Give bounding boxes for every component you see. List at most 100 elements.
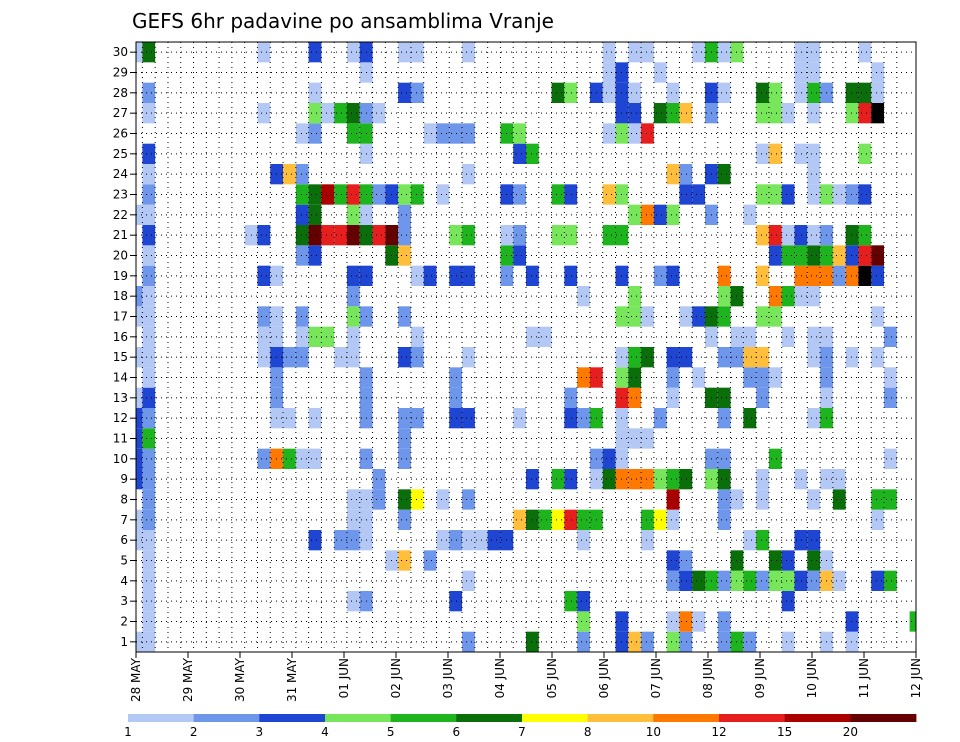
heatmap-cell (308, 225, 322, 246)
colorbar-segment (850, 714, 917, 722)
heatmap-cell (136, 631, 143, 652)
heatmap-cell (845, 631, 859, 652)
heatmap-cell (794, 286, 808, 307)
heatmap-cell (679, 611, 693, 632)
x-tick-label: 31 MAY (285, 657, 299, 702)
heatmap-cell (136, 448, 143, 469)
heatmap-cell (884, 326, 897, 347)
heatmap-cell (136, 347, 143, 368)
heatmap-cell (717, 489, 731, 510)
heatmap-cell (807, 82, 821, 103)
colorbar-segment (325, 714, 392, 722)
heatmap-cell (679, 306, 693, 327)
heatmap-cell (136, 286, 143, 307)
heatmap-cell (142, 530, 156, 551)
heatmap-cell (743, 530, 757, 551)
heatmap-cell (449, 387, 463, 408)
heatmap-cell (346, 286, 360, 307)
heatmap-cell (142, 367, 156, 388)
heatmap-cell (283, 347, 296, 368)
heatmap-cell (653, 204, 667, 225)
heatmap-cell (295, 347, 309, 368)
heatmap-cell (436, 489, 450, 510)
heatmap-cell (346, 204, 360, 225)
heatmap-cell (768, 103, 782, 124)
heatmap-cell (717, 306, 731, 327)
colorbar-label: 1 (124, 725, 132, 739)
heatmap-cell (756, 570, 769, 591)
heatmap-cell (513, 184, 526, 205)
y-tick-label: 28 (113, 86, 128, 100)
heatmap-cell (564, 225, 578, 246)
heatmap-cell (564, 184, 578, 205)
colorbar-label: 7 (518, 725, 526, 739)
heatmap-cell (756, 103, 769, 124)
heatmap-cell (756, 184, 769, 205)
heatmap-cell (807, 103, 821, 124)
heatmap-cell (295, 326, 309, 347)
heatmap-cell (653, 408, 667, 429)
heatmap-cell (845, 184, 859, 205)
y-tick-label: 2 (120, 615, 128, 629)
heatmap-cell (666, 550, 680, 571)
heatmap-cell (321, 326, 335, 347)
heatmap-cell (768, 570, 782, 591)
heatmap-cell (794, 245, 808, 266)
heatmap-cell (781, 225, 795, 246)
heatmap-cell (871, 509, 885, 530)
heatmap-cell (717, 408, 731, 429)
heatmap-cell (410, 326, 424, 347)
colorbar-label: 3 (256, 725, 264, 739)
heatmap-cell (871, 103, 885, 124)
heatmap-cell (308, 408, 322, 429)
heatmap-cell (436, 123, 450, 144)
heatmap-cell (717, 611, 731, 632)
colorbar: 1 2 3 4 5 6 7 8 10 12 15 20 (124, 714, 917, 739)
heatmap-cell (832, 469, 846, 490)
colorbar-label: 4 (321, 725, 329, 739)
heatmap-cell (602, 42, 616, 63)
x-tick-label: 04 JUN (493, 658, 507, 698)
heatmap-cell (794, 143, 808, 164)
colorbar-label: 8 (584, 725, 592, 739)
colorbar-segment (784, 714, 851, 722)
heatmap-cell (666, 204, 680, 225)
heatmap-cell (372, 103, 386, 124)
heatmap-cell (768, 225, 782, 246)
heatmap-cell (410, 184, 424, 205)
heatmap-cell (372, 489, 386, 510)
heatmap-cell (602, 225, 616, 246)
heatmap-cell (142, 286, 156, 307)
heatmap-cell (628, 204, 642, 225)
heatmap-cell (136, 469, 143, 490)
heatmap-cell (462, 408, 475, 429)
heatmap-cell (577, 509, 590, 530)
y-tick-label: 22 (113, 208, 128, 222)
heatmap-cell (142, 489, 156, 510)
heatmap-cell (871, 245, 885, 266)
heatmap-cell (398, 509, 411, 530)
heatmap-cell (487, 530, 501, 551)
heatmap-cell (308, 326, 322, 347)
heatmap-cell (142, 82, 156, 103)
heatmap-cell (717, 286, 731, 307)
heatmap-cell (871, 347, 885, 368)
heatmap-cell (628, 387, 642, 408)
x-tick-label: 09 JUN (753, 658, 767, 698)
heatmap-cell (717, 387, 731, 408)
heatmap-cell (346, 326, 360, 347)
heatmap-cell (794, 469, 808, 490)
heatmap-cell (142, 204, 156, 225)
heatmap-cell (257, 326, 271, 347)
heatmap-cell (462, 530, 475, 551)
heatmap-cell (666, 387, 680, 408)
heatmap-cell (372, 225, 386, 246)
heatmap-cell (564, 509, 578, 530)
heatmap-cell (398, 428, 411, 449)
heatmap-cell (871, 570, 885, 591)
heatmap-cell (308, 42, 322, 63)
y-tick-label: 29 (113, 66, 128, 80)
heatmap-cell (423, 123, 437, 144)
heatmap-cell (346, 42, 360, 63)
y-tick-label: 10 (113, 452, 128, 466)
